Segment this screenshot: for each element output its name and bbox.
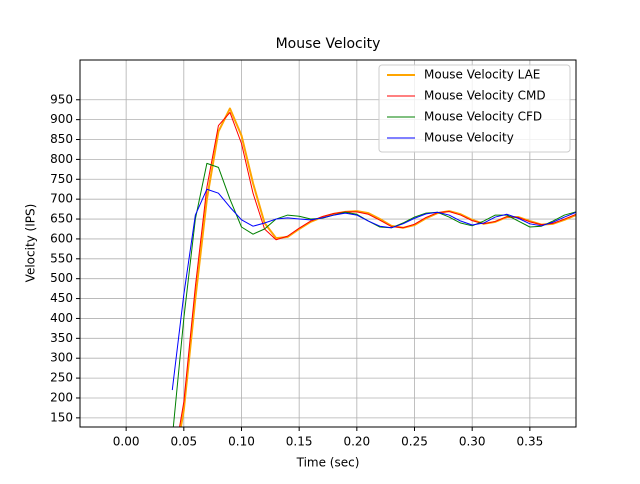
y-tick-label: 700 [50,192,73,206]
y-axis-label: Velocity (IPS) [24,204,38,283]
legend-label: Mouse Velocity CMD [424,89,546,103]
y-tick-label: 300 [50,351,73,365]
x-axis-label: Time (sec) [296,456,360,470]
x-tick-label: 0.15 [286,435,313,449]
y-tick-label: 150 [50,410,73,424]
legend-box [378,64,571,153]
x-tick-label: 0.35 [517,435,544,449]
y-tick-label: 650 [50,212,73,226]
x-tick-label: 0.05 [170,435,197,449]
y-tick-label: 500 [50,271,73,285]
x-tick-label: 0.30 [459,435,486,449]
y-tick-label: 200 [50,390,73,404]
plot-frame [79,59,577,428]
y-tick-label: 350 [50,331,73,345]
legend-label: Mouse Velocity LAE [424,68,540,82]
y-tick-label: 600 [50,231,73,245]
y-tick-label: 800 [50,152,73,166]
series-line [179,111,576,427]
x-tick-label: 0.20 [343,435,370,449]
series-line [172,162,576,427]
legend-label: Mouse Velocity [424,131,514,145]
y-tick-label: 900 [50,112,73,126]
y-tick-label: 750 [50,172,73,186]
plot-lines [171,107,576,427]
series-line [179,107,576,427]
series-line [171,188,576,391]
chart-title: Mouse Velocity [276,36,381,52]
y-tick-label: 250 [50,371,73,385]
y-tick-label: 550 [50,251,73,265]
x-tick-label: 0.10 [228,435,255,449]
x-tick-label: 0.25 [401,435,428,449]
y-tick-label: 950 [50,92,73,106]
y-tick-label: 400 [50,311,73,325]
x-tick-label: 0.00 [113,435,140,449]
y-tick-label: 850 [50,132,73,146]
legend-label: Mouse Velocity CFD [424,110,542,124]
y-tick-label: 450 [50,291,73,305]
